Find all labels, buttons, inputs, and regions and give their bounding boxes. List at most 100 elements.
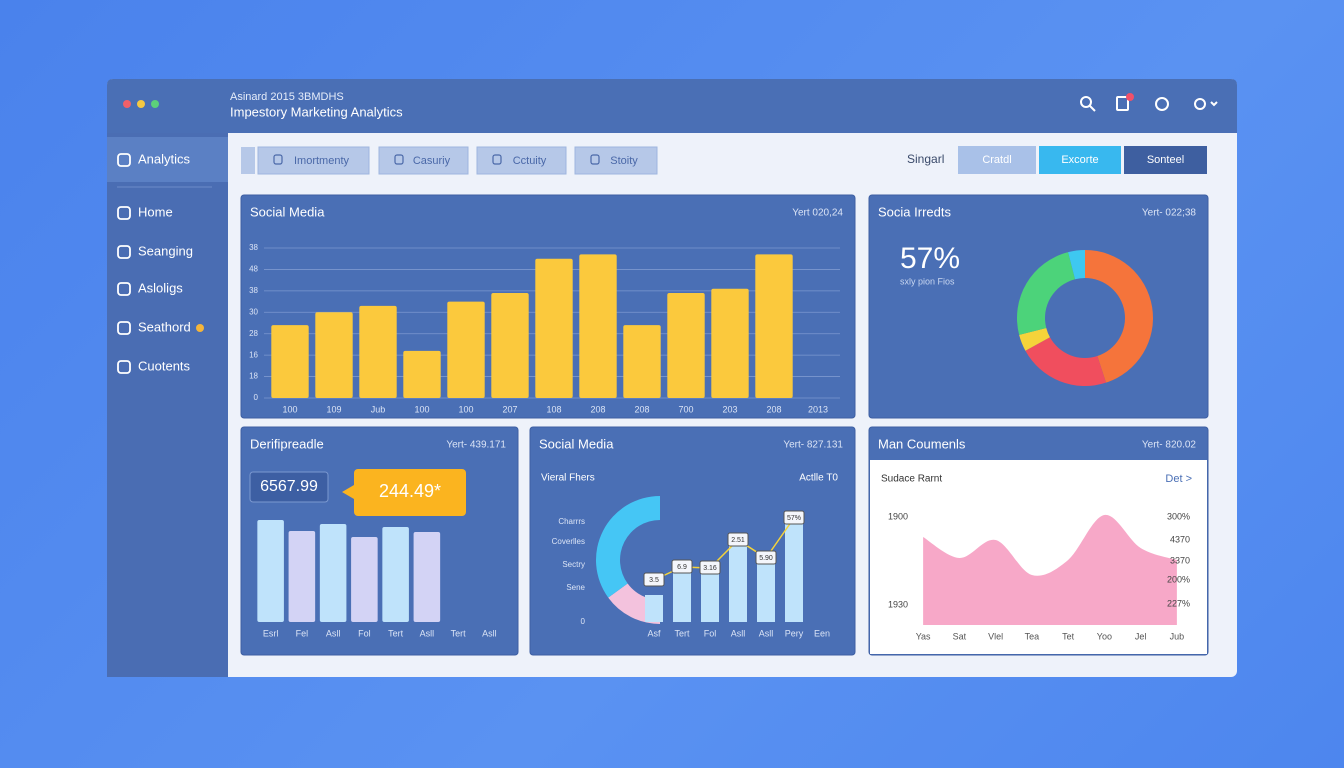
panel-heading: Derifipreadle <box>250 436 324 451</box>
x-tick-label: Yoo <box>1097 631 1112 641</box>
x-tick-label: Fol <box>704 628 717 638</box>
tab-icon <box>492 154 502 165</box>
doc-icon[interactable] <box>1116 96 1129 111</box>
right-label: 200% <box>1167 574 1190 584</box>
x-tick-label: 108 <box>546 404 561 414</box>
y-tick-label: 48 <box>249 265 258 274</box>
y-label: 0 <box>581 617 586 626</box>
bar <box>315 312 353 398</box>
donut-segment <box>1085 250 1154 383</box>
bar <box>447 301 485 398</box>
y-label: Sene <box>566 583 585 592</box>
callout-box <box>354 469 466 516</box>
badge <box>1126 93 1134 101</box>
stat-box <box>249 471 329 503</box>
x-tick-label: Tert <box>674 628 690 638</box>
x-tick-label: Tea <box>1025 631 1040 641</box>
search-icon[interactable] <box>1080 96 1092 108</box>
bar <box>491 293 529 398</box>
sidebar-icon <box>117 321 131 335</box>
point-label: 3.5 <box>649 577 659 584</box>
bar <box>257 520 284 622</box>
bar <box>579 254 617 398</box>
x-tick-label: Tert <box>451 628 467 638</box>
x-tick-label: Esrl <box>263 628 279 638</box>
x-tick-label: Asll <box>482 628 497 638</box>
y-tick-label: 28 <box>249 329 258 338</box>
bar <box>755 254 793 398</box>
x-tick-label: 100 <box>414 404 429 414</box>
x-tick-label: Tert <box>388 628 404 638</box>
panel-heading: Man Coumenls <box>878 436 966 451</box>
y-tick-label: 0 <box>254 393 259 402</box>
sidebar-item[interactable]: Seanging <box>138 243 193 258</box>
button-label: Cratdl <box>982 154 1011 166</box>
x-tick-label: 100 <box>282 404 297 414</box>
tab-label: Imortmenty <box>294 155 350 167</box>
tab-toggle[interactable] <box>241 147 255 174</box>
panel-subheading: Yert- 827.131 <box>783 440 843 451</box>
toolbar-label: Singarl <box>907 152 944 166</box>
sidebar <box>107 133 228 677</box>
tab[interactable] <box>476 146 567 175</box>
profile-icon[interactable] <box>1194 98 1206 110</box>
right-label: 300% <box>1167 511 1190 521</box>
x-tick-label: Vlel <box>988 631 1003 641</box>
tab[interactable] <box>257 146 370 175</box>
sidebar-item[interactable]: Cuotents <box>138 358 191 373</box>
legend-right: Actlle T0 <box>799 473 838 484</box>
right-label: 4370 <box>1170 534 1190 544</box>
donut-segment <box>1025 337 1107 387</box>
caret-icon <box>1210 101 1218 107</box>
x-tick-label: 2013 <box>808 404 828 414</box>
x-tick-label: Een <box>814 628 830 638</box>
sidebar-icon <box>117 245 131 259</box>
headline-caption: sxly pion Fios <box>900 276 955 286</box>
legend-left: Vieral Fhers <box>541 473 595 484</box>
button-label: Sonteel <box>1147 154 1184 166</box>
toolbar-button[interactable] <box>1124 146 1207 174</box>
x-tick-label: 700 <box>678 404 693 414</box>
sidebar-item[interactable]: Analytics <box>138 151 191 166</box>
x-tick-label: Yas <box>916 631 931 641</box>
toolbar-button[interactable] <box>958 146 1036 174</box>
x-tick-label: Jel <box>1135 631 1147 641</box>
tab-icon <box>394 154 404 165</box>
x-tick-label: Fol <box>358 628 371 638</box>
point-label-box <box>783 510 805 525</box>
toolbar-button[interactable] <box>1039 146 1121 174</box>
bar <box>645 595 663 622</box>
x-tick-label: 208 <box>590 404 605 414</box>
tab-label: Casuriy <box>413 155 451 167</box>
x-tick-label: 208 <box>634 404 649 414</box>
donut-segment <box>1017 252 1076 335</box>
sidebar-item[interactable]: Seathord <box>138 319 191 334</box>
y-label: Sectry <box>562 560 585 569</box>
tab-label: Stoity <box>610 155 638 167</box>
point-label: 5.90 <box>759 555 773 562</box>
tab[interactable] <box>378 146 469 175</box>
y-label: Coverlles <box>552 537 585 546</box>
donut-segment <box>1068 250 1085 280</box>
panel-link[interactable]: Det > <box>1165 473 1192 485</box>
point-label-box <box>671 559 693 574</box>
x-tick-label: 100 <box>458 404 473 414</box>
bar <box>403 350 441 398</box>
point-label: 3.16 <box>703 565 717 572</box>
stat-value: 6567.99 <box>260 478 318 495</box>
sidebar-item[interactable]: Home <box>138 204 173 219</box>
gear-icon[interactable] <box>1155 97 1169 111</box>
x-tick-label: Tet <box>1062 631 1075 641</box>
tab[interactable] <box>574 146 658 175</box>
point-label-box <box>643 572 665 587</box>
x-tick-label: Jub <box>371 404 386 414</box>
panel-subheading: Yert- 439.171 <box>446 440 506 451</box>
tab-icon <box>590 154 600 165</box>
panel-subheading: Yert- 820.02 <box>1142 440 1197 451</box>
bar <box>359 305 397 398</box>
sidebar-item[interactable]: Asloligs <box>138 280 183 295</box>
x-tick-label: Asll <box>326 628 341 638</box>
x-tick-label: Asf <box>647 628 661 638</box>
bar <box>757 562 775 622</box>
